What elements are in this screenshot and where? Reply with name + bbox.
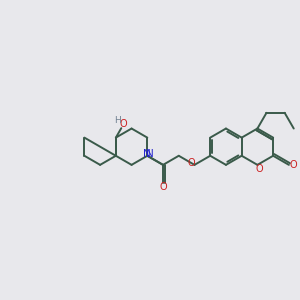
Text: N: N xyxy=(143,149,151,159)
Text: H: H xyxy=(114,116,121,125)
Text: O: O xyxy=(188,158,195,168)
Text: O: O xyxy=(290,160,297,170)
Text: O: O xyxy=(120,119,128,129)
Text: O: O xyxy=(159,182,167,192)
Text: N: N xyxy=(146,149,154,159)
Text: O: O xyxy=(255,164,263,174)
